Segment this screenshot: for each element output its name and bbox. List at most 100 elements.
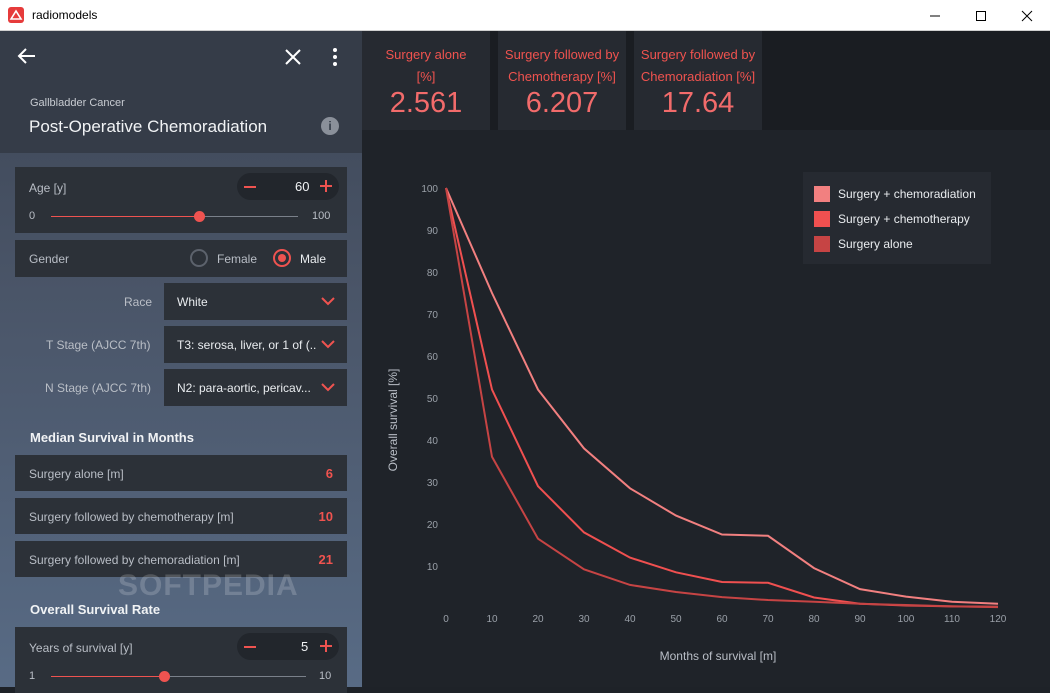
median-survival-title: Median Survival in Months — [30, 430, 194, 445]
age-max-label: 100 — [312, 210, 331, 222]
chevron-down-icon — [321, 383, 335, 392]
x-tick-label: 0 — [443, 614, 449, 625]
back-button[interactable] — [16, 45, 38, 67]
legend-label: Surgery + chemotherapy — [838, 212, 970, 226]
x-tick-label: 40 — [624, 614, 636, 625]
y-tick-label: 20 — [427, 520, 439, 531]
years-input-card: Years of survival [y] 5 1 10 — [15, 627, 347, 693]
age-stepper: 60 — [237, 173, 339, 200]
result-card-title: Surgery followed by — [504, 47, 620, 62]
n-stage-label: N Stage (AJCC 7th) — [45, 381, 152, 395]
series-line — [445, 187, 999, 605]
chart-legend: Surgery + chemoradiation Surgery + chemot… — [803, 172, 991, 264]
years-stepper: 5 — [237, 633, 339, 660]
close-icon — [285, 49, 301, 65]
result-card-unit: [%] — [416, 69, 436, 84]
median-row-surgery-alone: Surgery alone [m] 6 — [15, 455, 347, 491]
legend-swatch — [814, 236, 830, 252]
years-slider-track[interactable] — [51, 676, 306, 677]
result-card-value: 6.207 — [525, 87, 599, 119]
result-card-unit: Chemotherapy [%] — [508, 69, 616, 84]
y-tick-label: 10 — [427, 562, 439, 573]
radio-male-label: Male — [300, 252, 327, 266]
years-slider-thumb[interactable] — [159, 671, 171, 682]
x-tick-label: 110 — [944, 614, 960, 625]
sidebar-header: Gallbladder Cancer Post-Operative Chemor… — [0, 31, 362, 153]
minus-icon[interactable] — [243, 640, 257, 654]
race-value: White — [177, 295, 208, 309]
x-tick-label: 30 — [578, 614, 590, 625]
age-value[interactable]: 60 — [295, 179, 310, 194]
age-min-label: 0 — [29, 210, 36, 222]
y-tick-label: 70 — [427, 310, 439, 321]
n-stage-select[interactable]: N2: para-aortic, pericav... — [164, 369, 347, 406]
plus-icon[interactable] — [319, 639, 333, 653]
years-max-label: 10 — [319, 670, 332, 682]
legend-swatch — [814, 211, 830, 227]
page-subtitle: Gallbladder Cancer — [30, 97, 125, 109]
y-tick-label: 90 — [427, 226, 439, 237]
minimize-icon — [930, 15, 940, 16]
legend-background — [803, 172, 991, 264]
info-icon: i — [328, 119, 332, 133]
x-tick-label: 60 — [716, 614, 728, 625]
x-tick-label: 100 — [898, 614, 915, 625]
x-tick-label: 70 — [762, 614, 774, 625]
result-card-chemotherapy: Surgery followed by Chemotherapy [%] 6.2… — [498, 31, 626, 130]
result-card-value: 2.561 — [389, 87, 463, 119]
survival-chart-panel: 0 10 20 30 40 50 60 70 80 90 100 110 120 10 20 30 40 50 6… — [362, 130, 1050, 687]
close-icon — [1021, 10, 1033, 21]
age-slider-thumb[interactable] — [194, 211, 206, 222]
arrow-left-icon — [17, 48, 35, 64]
t-stage-value: T3: serosa, liver, or 1 of (... — [177, 338, 317, 352]
years-value[interactable]: 5 — [301, 639, 309, 654]
median-row-chemotherapy: Surgery followed by chemotherapy [m] 10 — [15, 498, 347, 534]
y-tick-label: 80 — [427, 268, 439, 279]
x-tick-label: 50 — [670, 614, 682, 625]
t-stage-select[interactable]: T3: serosa, liver, or 1 of (... — [164, 326, 347, 363]
result-card-chemoradiation: Surgery followed by Chemoradiation [%] 1… — [634, 31, 762, 130]
years-min-label: 1 — [29, 670, 36, 682]
minimize-button[interactable] — [912, 0, 958, 31]
maximize-button[interactable] — [958, 0, 1004, 31]
sidebar-panel: Gallbladder Cancer Post-Operative Chemor… — [0, 31, 362, 693]
y-tick-label: 100 — [421, 184, 438, 195]
x-axis-label: Months of survival [m] — [660, 649, 777, 663]
legend-label: Surgery alone — [838, 237, 913, 251]
result-card-value: 17.64 — [661, 87, 735, 119]
more-options-button[interactable] — [330, 47, 340, 67]
result-card-title: Surgery alone — [385, 47, 467, 62]
maximize-icon — [976, 10, 986, 21]
age-slider-fill — [51, 216, 200, 217]
race-select[interactable]: White — [164, 283, 347, 320]
median-row-label: Surgery followed by chemotherapy [m] — [29, 510, 234, 524]
median-row-label: Surgery alone [m] — [29, 467, 124, 481]
legend-swatch — [814, 186, 830, 202]
result-card-title: Surgery followed by — [640, 47, 756, 62]
close-window-button[interactable] — [1004, 0, 1050, 31]
info-button[interactable]: i — [321, 117, 339, 135]
radio-male[interactable] — [273, 249, 291, 267]
radio-selected-dot — [278, 254, 286, 262]
x-tick-label: 120 — [990, 614, 1007, 625]
y-tick-label: 40 — [427, 436, 439, 447]
median-row-label: Surgery followed by chemoradiation [m] — [29, 553, 240, 567]
age-input-card: Age [y] 60 0 100 — [15, 167, 347, 233]
softpedia-watermark: SOFTPEDIA — [118, 569, 299, 602]
series-line — [445, 187, 999, 609]
y-tick-label: 50 — [427, 394, 439, 405]
x-tick-label: 80 — [808, 614, 820, 625]
minus-icon[interactable] — [243, 180, 257, 194]
race-label: Race — [124, 295, 153, 309]
radio-female-label: Female — [217, 252, 258, 266]
close-button[interactable] — [284, 48, 302, 66]
radio-female[interactable] — [190, 249, 208, 267]
years-slider-fill — [51, 676, 165, 677]
chevron-down-icon — [321, 340, 335, 349]
y-tick-label: 30 — [427, 478, 439, 489]
n-stage-value: N2: para-aortic, pericav... — [177, 381, 311, 395]
x-tick-label: 20 — [532, 614, 544, 625]
plus-icon[interactable] — [319, 179, 333, 193]
median-row-value: 10 — [318, 509, 333, 524]
app-logo-icon — [8, 7, 24, 23]
